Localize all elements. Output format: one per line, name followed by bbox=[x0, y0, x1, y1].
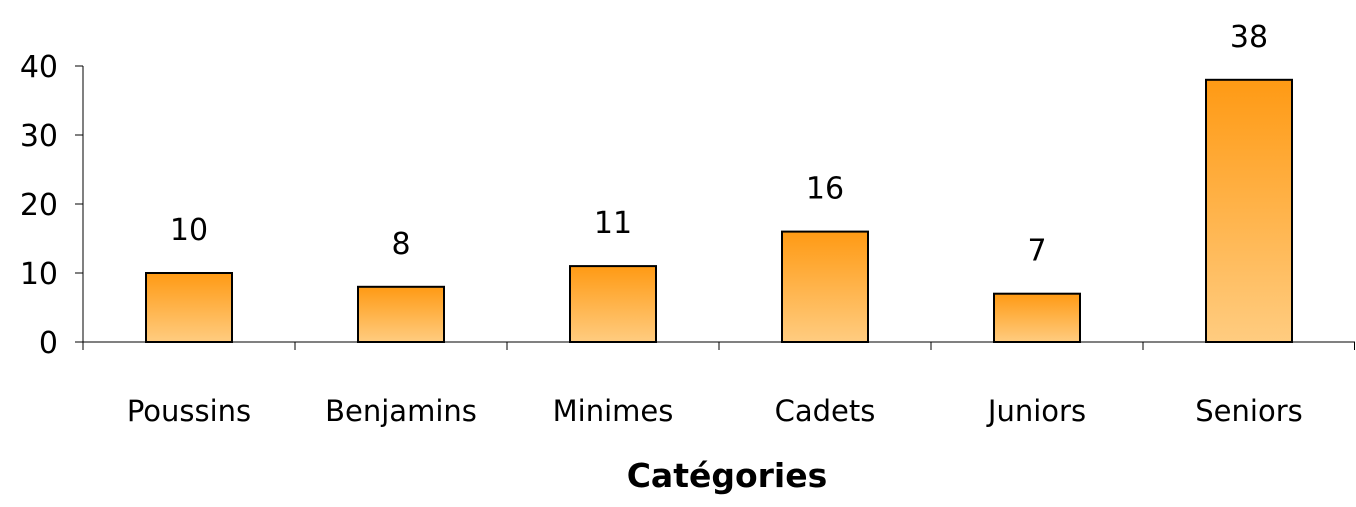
data-label: 16 bbox=[806, 172, 844, 207]
bar-minimes bbox=[569, 265, 657, 344]
x-tick-label: Benjamins bbox=[325, 394, 477, 428]
x-axis-title: Catégories bbox=[627, 456, 828, 495]
x-tick-label: Seniors bbox=[1195, 394, 1302, 428]
data-labels: 10 8 11 16 7 38 bbox=[170, 20, 1268, 269]
x-tick-label: Cadets bbox=[775, 394, 876, 428]
bar-juniors bbox=[993, 292, 1081, 344]
y-tick-label: 0 bbox=[39, 326, 58, 361]
data-label: 11 bbox=[594, 206, 632, 241]
bar-poussins bbox=[145, 272, 233, 343]
data-label: 38 bbox=[1230, 20, 1268, 55]
x-tick-label: Minimes bbox=[553, 394, 674, 428]
x-tick-label: Poussins bbox=[127, 394, 251, 428]
data-label: 10 bbox=[170, 213, 208, 248]
y-tick-label: 40 bbox=[20, 50, 58, 85]
y-tick-label: 30 bbox=[20, 119, 58, 154]
data-label: 7 bbox=[1027, 234, 1046, 269]
y-axis: 0 10 20 30 40 bbox=[20, 50, 84, 361]
bar-benjamins bbox=[357, 285, 445, 343]
x-tick-label: Juniors bbox=[986, 394, 1086, 428]
bars bbox=[145, 78, 1293, 344]
data-label: 8 bbox=[391, 227, 410, 262]
bar-cadets bbox=[781, 230, 869, 344]
bar-seniors bbox=[1205, 78, 1293, 344]
x-axis: Poussins Benjamins Minimes Cadets Juniors Sen… bbox=[82, 341, 1355, 428]
y-tick-label: 20 bbox=[20, 188, 58, 223]
y-tick-label: 10 bbox=[20, 257, 58, 292]
